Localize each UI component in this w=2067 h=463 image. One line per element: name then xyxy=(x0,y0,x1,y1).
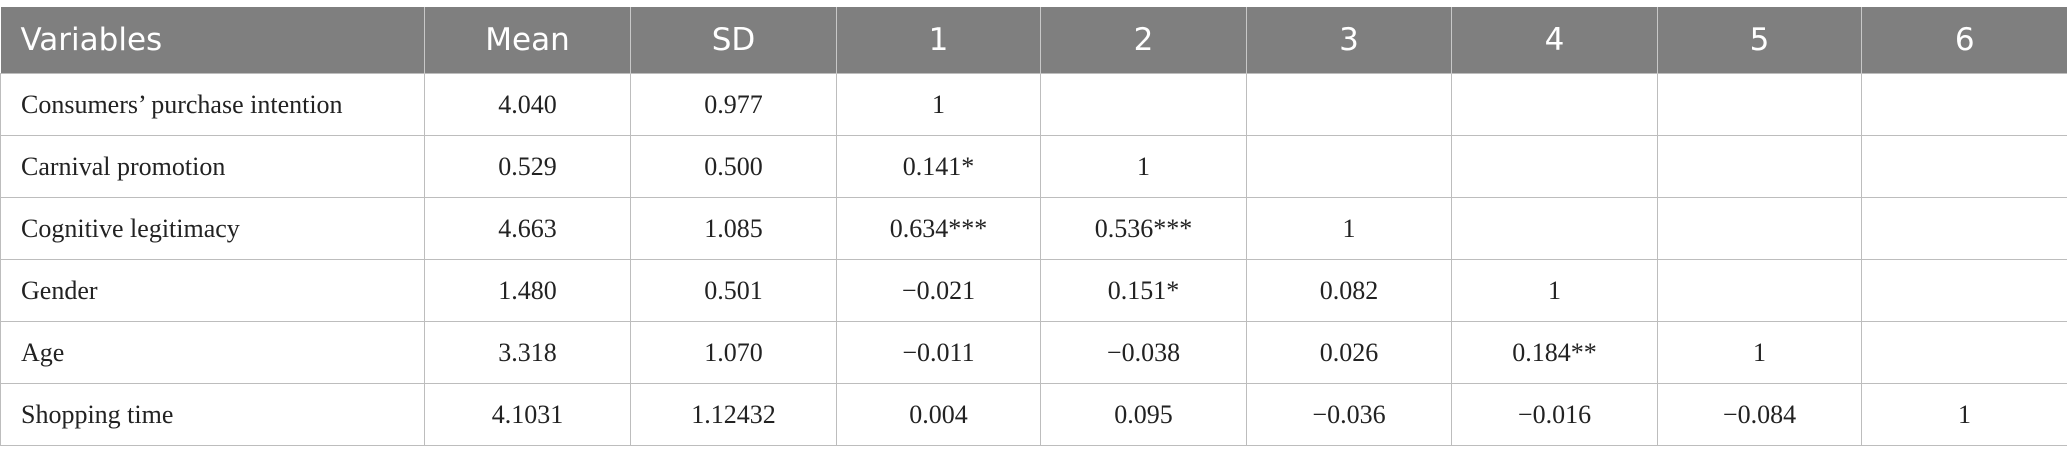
empty-cell xyxy=(1657,135,1862,198)
empty-cell xyxy=(1861,321,2067,384)
header-cell: 6 xyxy=(1861,7,2067,74)
row-label: Gender xyxy=(0,259,425,322)
table-cell: −0.038 xyxy=(1040,321,1247,384)
table-cell: 0.977 xyxy=(630,73,837,136)
empty-cell xyxy=(1040,73,1247,136)
table-cell: 1 xyxy=(1657,321,1862,384)
table-cell: −0.036 xyxy=(1246,383,1452,446)
table-cell: 0.500 xyxy=(630,135,837,198)
header-cell: SD xyxy=(630,7,837,74)
row-label: Shopping time xyxy=(0,383,425,446)
table-cell: 1 xyxy=(1040,135,1247,198)
table-row: Carnival promotion 0.529 0.500 0.141* 1 xyxy=(0,135,2067,198)
empty-cell xyxy=(1861,259,2067,322)
table-cell: 1 xyxy=(836,73,1041,136)
empty-cell xyxy=(1451,197,1658,260)
header-cell: 3 xyxy=(1246,7,1452,74)
table-row: Cognitive legitimacy 4.663 1.085 0.634*** 0.… xyxy=(0,197,2067,260)
row-label: Age xyxy=(0,321,425,384)
table-cell: 0.151* xyxy=(1040,259,1247,322)
row-label: Cognitive legitimacy xyxy=(0,197,425,260)
empty-cell xyxy=(1861,135,2067,198)
table-cell: 4.663 xyxy=(424,197,631,260)
header-cell: 1 xyxy=(836,7,1041,74)
row-label: Carnival promotion xyxy=(0,135,425,198)
table-cell: 1.085 xyxy=(630,197,837,260)
table-row: Shopping time 4.1031 1.12432 0.004 0.095 −0.0… xyxy=(0,383,2067,446)
header-cell: Mean xyxy=(424,7,631,74)
header-cell: 2 xyxy=(1040,7,1247,74)
empty-cell xyxy=(1246,135,1452,198)
empty-cell xyxy=(1451,135,1658,198)
table-cell: 1.070 xyxy=(630,321,837,384)
table-cell: −0.084 xyxy=(1657,383,1862,446)
table-cell: 4.1031 xyxy=(424,383,631,446)
header-cell: 5 xyxy=(1657,7,1862,74)
empty-cell xyxy=(1657,197,1862,260)
empty-cell xyxy=(1657,73,1862,136)
table-cell: 0.634*** xyxy=(836,197,1041,260)
row-label: Consumers’ purchase intention xyxy=(0,73,425,136)
table-row: Age 3.318 1.070 −0.011 −0.038 0.026 0.184** 1 xyxy=(0,321,2067,384)
empty-cell xyxy=(1657,259,1862,322)
table-cell: 3.318 xyxy=(424,321,631,384)
table-body: Consumers’ purchase intention 4.040 0.977 1… xyxy=(0,73,2067,446)
table-cell: −0.011 xyxy=(836,321,1041,384)
table-cell: 1.480 xyxy=(424,259,631,322)
table-row: Consumers’ purchase intention 4.040 0.977 1 xyxy=(0,73,2067,136)
table-cell: 0.095 xyxy=(1040,383,1247,446)
table-cell: 0.141* xyxy=(836,135,1041,198)
table-cell: 0.082 xyxy=(1246,259,1452,322)
table-cell: −0.016 xyxy=(1451,383,1658,446)
table-cell: 0.184** xyxy=(1451,321,1658,384)
table-cell: 0.004 xyxy=(836,383,1041,446)
empty-cell xyxy=(1246,73,1452,136)
table-cell: 1 xyxy=(1246,197,1452,260)
empty-cell xyxy=(1451,73,1658,136)
table-cell: 0.026 xyxy=(1246,321,1452,384)
header-row: Variables Mean SD 1 2 3 4 5 6 xyxy=(0,7,2067,74)
table-cell: 1.12432 xyxy=(630,383,837,446)
empty-cell xyxy=(1861,197,2067,260)
header-cell: 4 xyxy=(1451,7,1658,74)
table-cell: 1 xyxy=(1861,383,2067,446)
table-cell: 0.501 xyxy=(630,259,837,322)
table-container: Variables Mean SD 1 2 3 4 5 6 Consumers’ purchas… xyxy=(0,7,2067,446)
header-cell: Variables xyxy=(0,7,425,74)
table-cell: 0.529 xyxy=(424,135,631,198)
empty-cell xyxy=(1861,73,2067,136)
table-cell: 0.536*** xyxy=(1040,197,1247,260)
table-cell: 4.040 xyxy=(424,73,631,136)
correlation-table: Variables Mean SD 1 2 3 4 5 6 Consumers’ purchas… xyxy=(0,7,2067,446)
table-cell: −0.021 xyxy=(836,259,1041,322)
table-row: Gender 1.480 0.501 −0.021 0.151* 0.082 1 xyxy=(0,259,2067,322)
table-cell: 1 xyxy=(1451,259,1658,322)
